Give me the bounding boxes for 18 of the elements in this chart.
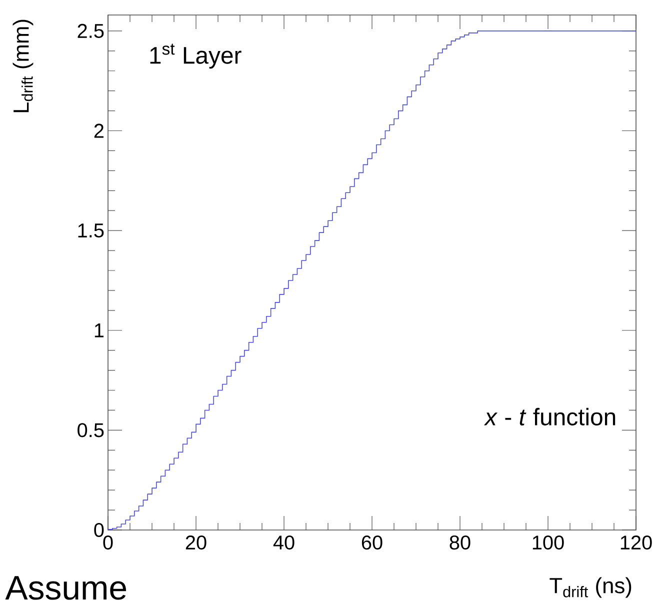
x-tick-label: 60 <box>362 536 382 550</box>
x-tick-label: 120 <box>620 536 652 550</box>
x-tick-label: 20 <box>186 536 206 550</box>
y-tick-label: 0 <box>94 522 104 538</box>
y-tick-label: 1 <box>94 324 104 338</box>
y-axis-title: L$_{drift}$ (mm) <box>12 20 34 112</box>
y-tick-label: 1.5 <box>78 224 104 238</box>
x-tick-label: 0 <box>103 536 113 550</box>
y-tick-label: 0.5 <box>78 423 104 438</box>
annotation: 1$^{st}$ Layer <box>150 44 242 69</box>
x-tick-label: 40 <box>273 536 294 550</box>
annotation: x - t function <box>484 408 616 426</box>
x-axis-title: T$_{drift}$ (ns) <box>550 577 632 598</box>
x-tick-label: 100 <box>532 536 564 550</box>
y-tick-label: 2.5 <box>78 24 104 38</box>
y-tick-label: 2 <box>94 124 104 138</box>
text: Assume <box>5 576 126 600</box>
x-tick-label: 80 <box>450 536 470 550</box>
